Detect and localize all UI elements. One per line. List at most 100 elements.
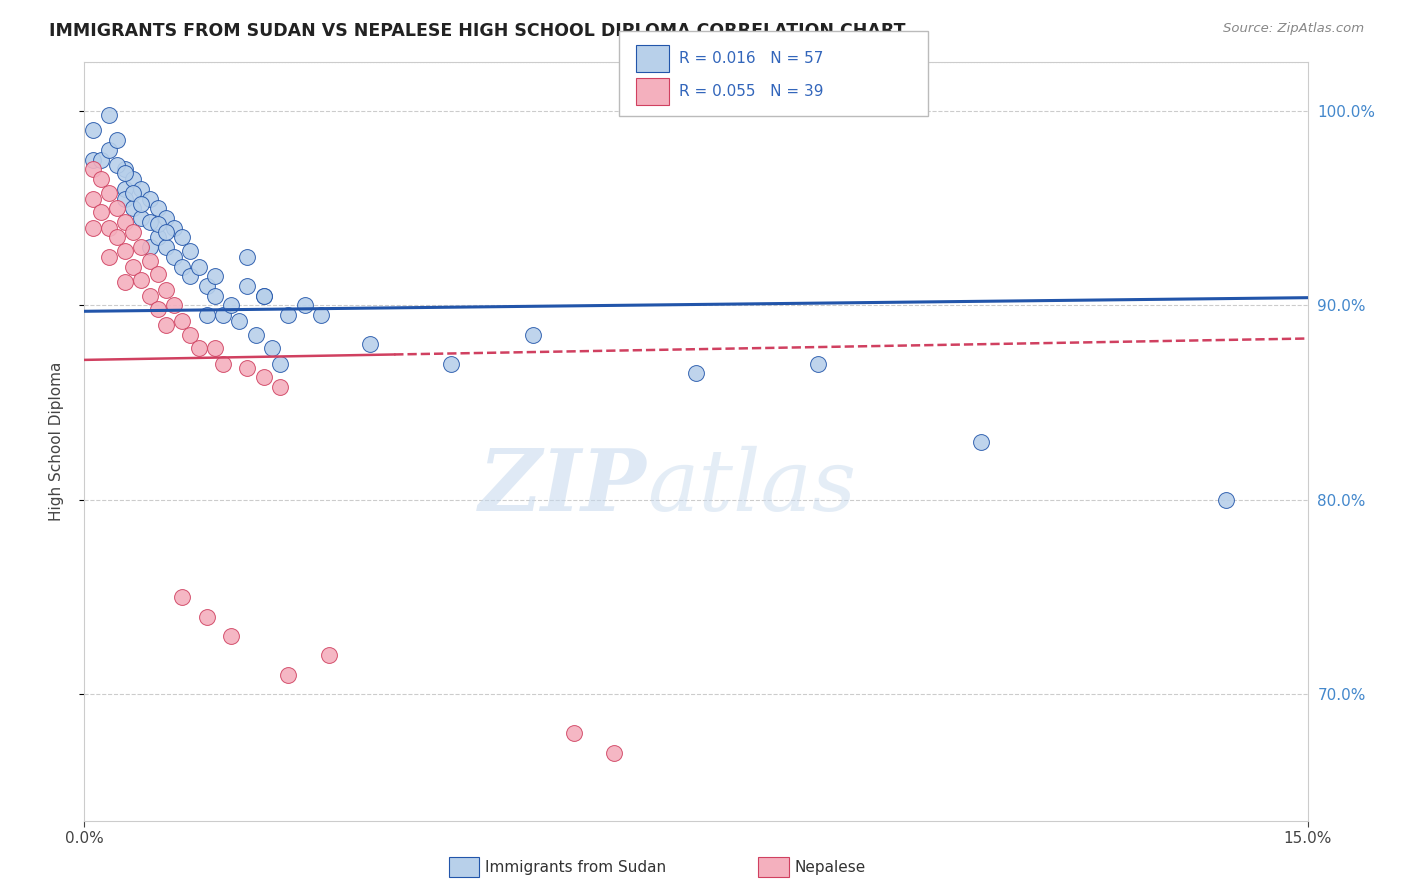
Point [277, 308, 299, 322]
Point [236, 279, 259, 293]
Point [172, 590, 194, 604]
Point [146, 230, 169, 244]
Text: Source: ZipAtlas.com: Source: ZipAtlas.com [1223, 22, 1364, 36]
Point [204, 289, 226, 303]
Point [90, 153, 112, 167]
Point [236, 360, 259, 375]
Point [204, 269, 226, 284]
Point [114, 215, 136, 229]
Point [114, 166, 136, 180]
Text: ZIP: ZIP [479, 445, 647, 529]
Point [187, 341, 209, 355]
Point [131, 240, 153, 254]
Point [522, 327, 544, 342]
Point [269, 380, 291, 394]
Point [253, 289, 276, 303]
Point [253, 289, 276, 303]
Point [807, 357, 830, 371]
Point [253, 370, 276, 384]
Point [155, 283, 177, 297]
Point [138, 192, 160, 206]
Text: atlas: atlas [647, 446, 856, 528]
Point [146, 302, 169, 317]
Point [131, 182, 153, 196]
Point [187, 260, 209, 274]
Point [212, 357, 235, 371]
Point [131, 211, 153, 225]
Point [155, 211, 177, 225]
Point [97, 186, 120, 200]
Point [138, 289, 160, 303]
Point [970, 434, 993, 449]
Point [105, 201, 128, 215]
Point [155, 225, 177, 239]
Point [195, 279, 218, 293]
Point [269, 357, 291, 371]
Point [195, 308, 218, 322]
Point [155, 240, 177, 254]
Point [228, 314, 250, 328]
Text: Nepalese: Nepalese [794, 860, 866, 874]
Point [138, 240, 160, 254]
Point [179, 327, 201, 342]
Point [245, 327, 267, 342]
Point [163, 298, 186, 312]
Point [97, 220, 120, 235]
Point [122, 260, 145, 274]
Text: R = 0.055   N = 39: R = 0.055 N = 39 [679, 85, 824, 99]
Point [440, 357, 463, 371]
Point [163, 250, 186, 264]
Point [685, 367, 707, 381]
Point [146, 201, 169, 215]
Point [97, 143, 120, 157]
Point [294, 298, 316, 312]
Point [131, 197, 153, 211]
Point [82, 192, 104, 206]
Point [236, 250, 259, 264]
Point [179, 244, 201, 258]
Point [146, 217, 169, 231]
Text: Immigrants from Sudan: Immigrants from Sudan [485, 860, 666, 874]
Y-axis label: High School Diploma: High School Diploma [49, 362, 63, 521]
Point [82, 220, 104, 235]
Point [1215, 492, 1237, 507]
Point [172, 230, 194, 244]
Point [172, 314, 194, 328]
Point [318, 648, 340, 663]
Point [90, 205, 112, 219]
Point [114, 162, 136, 177]
Point [114, 182, 136, 196]
Point [122, 172, 145, 186]
Point [82, 153, 104, 167]
Point [97, 108, 120, 122]
Text: IMMIGRANTS FROM SUDAN VS NEPALESE HIGH SCHOOL DIPLOMA CORRELATION CHART: IMMIGRANTS FROM SUDAN VS NEPALESE HIGH S… [49, 22, 905, 40]
Point [122, 186, 145, 200]
Point [146, 268, 169, 282]
Point [309, 308, 332, 322]
Point [155, 318, 177, 332]
Point [122, 225, 145, 239]
Point [82, 162, 104, 177]
Point [603, 746, 626, 760]
Point [219, 298, 242, 312]
Point [204, 341, 226, 355]
Point [277, 668, 299, 682]
Point [260, 341, 283, 355]
Point [105, 133, 128, 147]
Point [105, 159, 128, 173]
Point [82, 123, 104, 137]
Point [114, 275, 136, 289]
Point [179, 269, 201, 284]
Point [97, 250, 120, 264]
Point [131, 273, 153, 287]
Point [114, 192, 136, 206]
Point [138, 215, 160, 229]
Point [172, 260, 194, 274]
Point [219, 629, 242, 643]
Point [90, 172, 112, 186]
Point [163, 220, 186, 235]
Point [138, 253, 160, 268]
Point [212, 308, 235, 322]
Point [562, 726, 585, 740]
Point [195, 609, 218, 624]
